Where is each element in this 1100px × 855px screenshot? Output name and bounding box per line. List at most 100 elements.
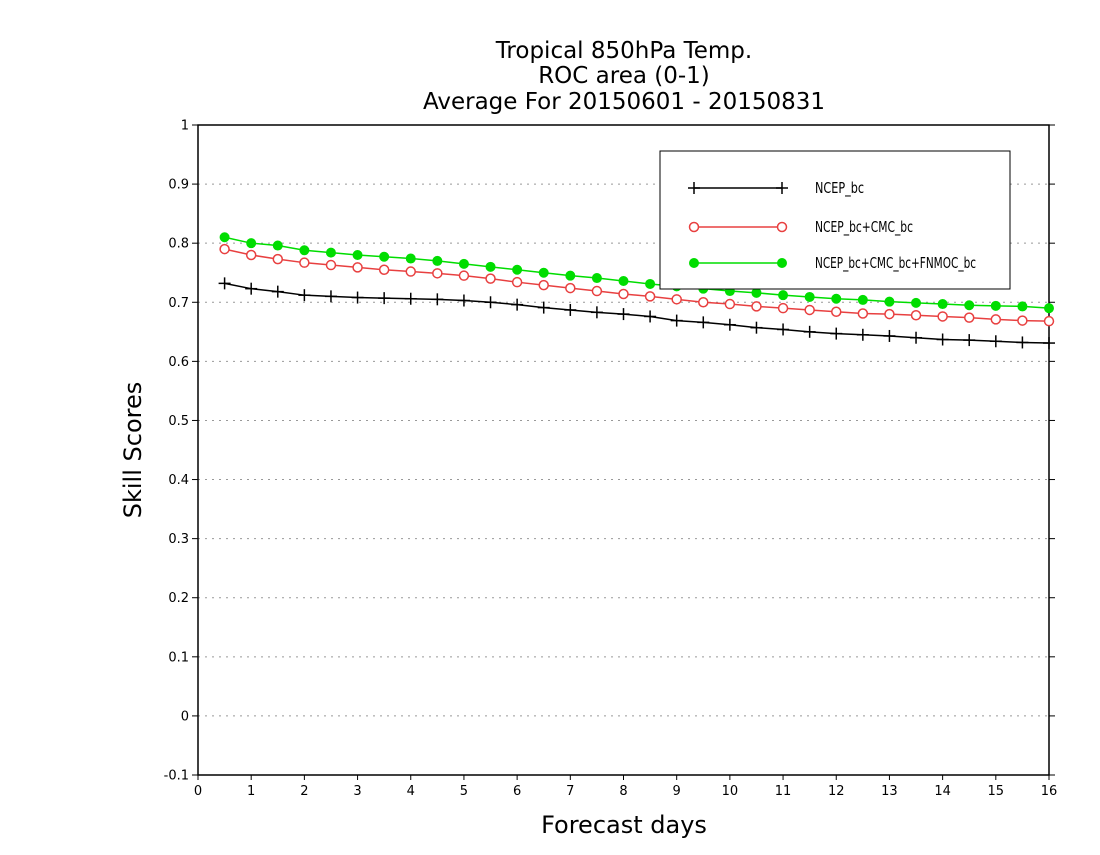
data-point: [937, 299, 948, 310]
legend-item-ncep-bc-cmc-bc-fnmoc-bc: NCEP_bc+CMC_bc+FNMOC_bc: [689, 254, 976, 273]
data-point: [804, 304, 815, 316]
data-point: [724, 298, 736, 310]
data-point: [803, 325, 816, 338]
data-point: [831, 306, 842, 317]
data-point: [937, 311, 948, 322]
data-point: [910, 310, 922, 321]
data-point: [1017, 315, 1028, 326]
data-point: [299, 257, 310, 268]
data-point: [219, 232, 230, 243]
x-tick-label: 4: [407, 784, 415, 799]
data-point: [1043, 315, 1055, 327]
chart-title-line-3: Average For 20150601 - 20150831: [423, 89, 825, 115]
data-point: [1017, 301, 1028, 312]
data-point: [990, 300, 1001, 311]
data-point: [484, 296, 497, 309]
data-point: [298, 289, 311, 302]
data-point: [644, 291, 656, 302]
data-point: [432, 268, 443, 279]
data-point: [564, 303, 577, 316]
y-tick-label: 0.6: [168, 355, 189, 370]
x-tick-label: 2: [300, 784, 308, 799]
data-point: [910, 331, 923, 344]
data-point: [1043, 337, 1055, 350]
data-point: [644, 310, 657, 323]
data-point: [324, 290, 337, 303]
data-point: [352, 250, 363, 260]
axis-ticks: -0.100.10.20.30.40.50.60.70.80.910 1 2 3 4 5 6…: [164, 119, 1058, 800]
x-tick-label: 10: [722, 784, 739, 799]
legend-marker: [689, 258, 699, 268]
series-ncep-bc-cmc-bc: [219, 243, 1055, 327]
data-point: [590, 306, 603, 319]
x-tick-label: 0: [194, 784, 202, 799]
data-point: [884, 296, 895, 307]
chart-title-line-1: Tropical 850hPa Temp.: [495, 38, 752, 64]
x-tick-label: 13: [881, 784, 898, 799]
data-point: [645, 278, 656, 289]
y-tick-label: 0.2: [168, 591, 189, 606]
legend-marker: [688, 182, 700, 194]
x-tick-label: 9: [673, 784, 681, 799]
data-point: [831, 293, 842, 304]
chart-title-line-2: ROC area (0-1): [538, 63, 710, 89]
data-point: [458, 270, 470, 281]
series-ncep-bc-cmc-bc-fnmoc-bc: [219, 232, 1054, 314]
legend-box: [659, 150, 1011, 290]
data-point: [884, 308, 895, 320]
data-point: [857, 308, 869, 319]
data-point: [750, 321, 763, 334]
data-point: [352, 262, 363, 273]
y-tick-label: -0.1: [164, 769, 189, 784]
data-point: [512, 264, 523, 275]
data-point: [405, 253, 416, 264]
series-line-ncep-bc: [224, 282, 1050, 344]
data-point: [404, 292, 417, 305]
data-point: [670, 314, 683, 327]
data-point: [671, 294, 682, 305]
x-tick-label: 11: [775, 784, 792, 799]
data-point: [245, 282, 258, 295]
y-tick-label: 0.7: [168, 296, 189, 311]
data-point: [325, 259, 337, 271]
x-tick-label: 1: [247, 784, 255, 799]
data-point: [511, 298, 524, 311]
data-point: [617, 308, 630, 321]
data-point: [751, 287, 762, 298]
x-tick-label: 14: [934, 784, 951, 799]
data-point: [457, 294, 470, 307]
data-point: [936, 333, 949, 346]
data-point: [458, 258, 469, 269]
x-tick-label: 6: [513, 784, 521, 799]
data-point: [697, 316, 710, 329]
series-ncep-bc: [218, 277, 1055, 350]
legend-label-ncep-bc-cmc-bc-fnmoc-bc: NCEP_bc+CMC_bc+FNMOC_bc: [815, 254, 976, 273]
legend: NCEP_bc NCEP_bc+CMC_bc NCEP_bc+CMC_bc+FNMO…: [659, 150, 1011, 290]
legend-item-ncep-bc: NCEP_bc: [688, 179, 864, 198]
data-point: [1016, 336, 1029, 349]
data-point: [777, 302, 789, 314]
data-point: [830, 327, 843, 340]
data-point: [485, 273, 496, 284]
data-point: [618, 288, 629, 300]
x-tick-label: 7: [566, 784, 574, 799]
data-point: [751, 301, 762, 312]
data-point: [777, 323, 790, 336]
data-point: [485, 261, 496, 272]
x-tick-label: 5: [460, 784, 468, 799]
data-point: [1044, 303, 1054, 314]
legend-marker: [777, 258, 787, 268]
y-tick-label: 0.3: [168, 532, 189, 547]
data-point: [378, 264, 390, 276]
data-point: [538, 267, 549, 278]
y-tick-label: 0.5: [168, 414, 189, 429]
data-point: [431, 293, 444, 306]
data-point: [990, 314, 1002, 325]
y-axis-title: Skill Scores: [119, 382, 147, 519]
data-point: [511, 276, 523, 288]
data-point: [379, 251, 390, 262]
data-point: [432, 255, 443, 266]
data-point: [538, 279, 549, 291]
x-tick-label: 8: [619, 784, 627, 799]
